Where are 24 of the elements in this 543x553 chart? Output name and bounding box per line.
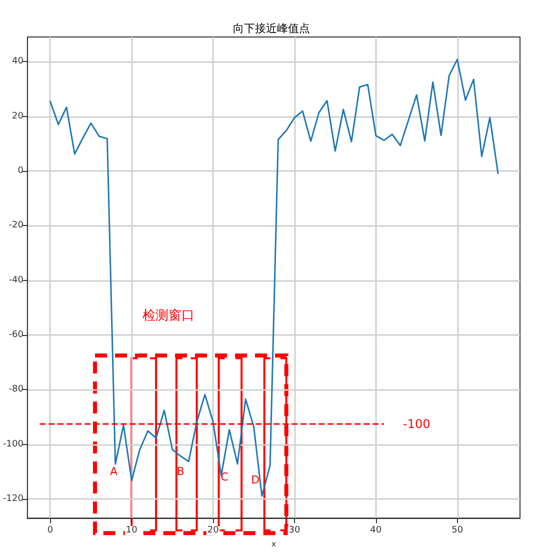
annotation: C: [220, 470, 229, 484]
x-tick-label: 0: [47, 526, 54, 536]
y-tick-label: 40: [12, 56, 24, 67]
x-tick-label: 10: [126, 526, 138, 536]
annotation: A: [110, 465, 118, 478]
y-tick-label: -120: [2, 494, 24, 504]
annotation: D: [251, 473, 260, 486]
y-tick-label: -40: [8, 275, 24, 286]
x-tick-label: 50: [452, 526, 464, 536]
x-tick-label: 30: [288, 526, 300, 536]
y-tick-label: -100: [2, 439, 24, 450]
x-tick-label: 20: [207, 526, 220, 536]
chart-title: 向下接近峰值点: [233, 22, 310, 35]
x-axis-title: x: [271, 540, 276, 548]
y-tick-label: 0: [18, 166, 24, 176]
y-tick-label: -80: [8, 384, 24, 395]
line-series: [49, 58, 499, 497]
annotation: 检测窗口: [142, 307, 194, 324]
y-tick-label: -20: [8, 220, 24, 231]
y-tick-label: -60: [8, 330, 24, 340]
annotation: -100: [402, 417, 430, 432]
x-tick-label: 40: [370, 526, 382, 536]
annotation: B: [176, 465, 184, 478]
y-tick-label: 20: [12, 111, 24, 122]
